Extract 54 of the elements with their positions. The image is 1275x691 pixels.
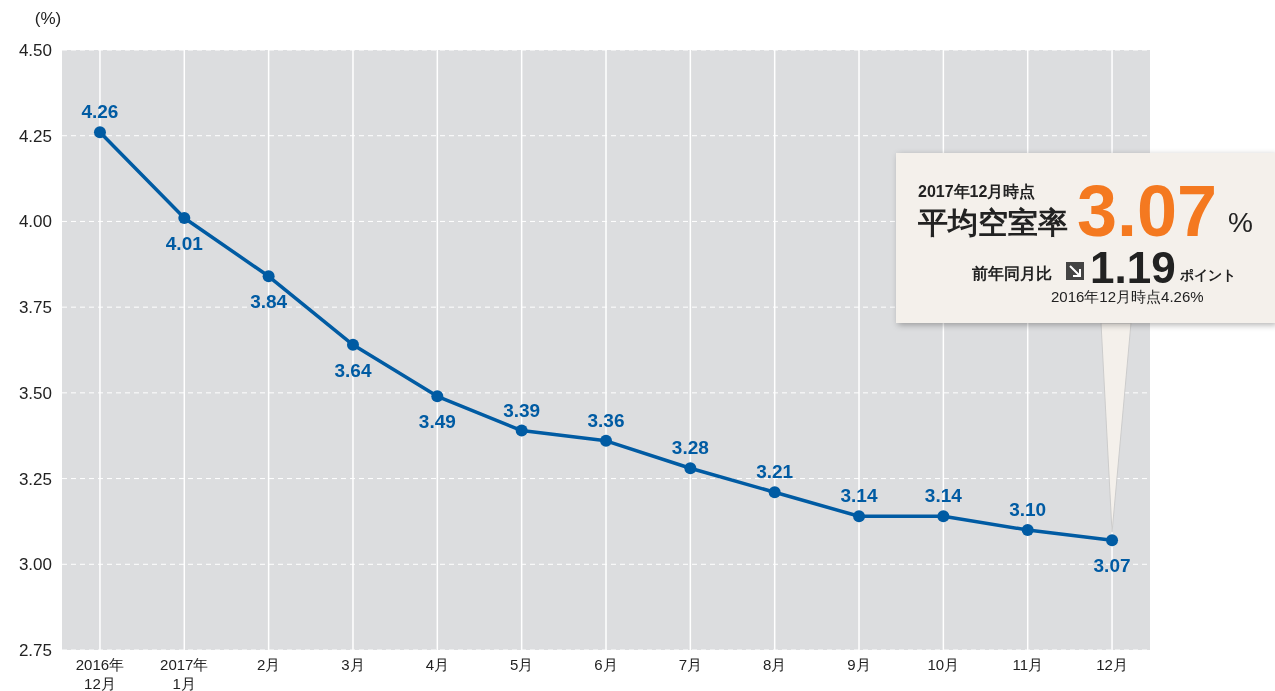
point — [1106, 534, 1119, 547]
point — [768, 486, 781, 499]
text: 3.14 — [840, 485, 878, 507]
x-tick-label: 11月 — [1012, 656, 1043, 673]
x-tick-label: 2月 — [256, 656, 281, 673]
point — [262, 270, 275, 283]
x-tick-label: 9月 — [847, 656, 871, 673]
text: 3.49 — [418, 411, 456, 433]
x-tick-label: 7月 — [678, 656, 703, 673]
y-tick-label: 3.25 — [18, 469, 52, 489]
text: 4.26 — [81, 101, 119, 123]
y-tick-label: 2.75 — [18, 640, 52, 660]
point — [178, 212, 191, 224]
point — [515, 424, 528, 437]
y-axis-title: (%) — [34, 9, 62, 28]
text: 4.01 — [165, 233, 203, 254]
annotation: 平均空室率 — [917, 206, 1068, 239]
x-tick-label: 2017年 1月 — [160, 656, 209, 691]
point — [937, 510, 950, 523]
x-tick-label: 5月 — [509, 656, 534, 673]
point — [93, 126, 106, 139]
text: 3.07 — [1077, 171, 1218, 251]
annotation: 3.07 — [1093, 555, 1131, 577]
text: 3.28 — [671, 437, 709, 459]
x-tick-label: 8月 — [763, 656, 787, 673]
y-tick-label: 3.50 — [18, 383, 52, 403]
text: % — [1228, 207, 1253, 238]
y-tick-label: 3.00 — [18, 555, 52, 575]
x-tick-label: 4月 — [425, 656, 449, 673]
text: 3.10 — [1009, 499, 1047, 520]
text: 3.14 — [924, 485, 962, 507]
x-tick-label: 2016年 12月 — [75, 656, 125, 691]
point — [853, 510, 866, 523]
text: 3.36 — [587, 409, 625, 431]
x-tick-label: 12月 — [1096, 656, 1128, 673]
point — [346, 338, 359, 351]
point — [1021, 524, 1034, 536]
text: 3.21 — [756, 461, 794, 483]
x-tick-label: 3月 — [341, 656, 365, 673]
annotation: 前年同月比 — [971, 265, 1052, 282]
point — [684, 462, 697, 475]
y-tick-label: 4.25 — [18, 126, 52, 146]
y-tick-label: 3.75 — [18, 298, 52, 318]
y-tick-label: 4.00 — [18, 212, 52, 232]
x-tick-label: 10月 — [927, 656, 960, 673]
text: 3.84 — [250, 291, 288, 313]
text: ポイント — [1179, 267, 1236, 283]
x-tick-label: 6月 — [594, 656, 618, 673]
annotation: 2017年12月時点 — [918, 183, 1036, 201]
point — [600, 434, 612, 447]
y-tick-label: 4.50 — [18, 40, 52, 60]
text: 3.39 — [503, 399, 541, 421]
point — [431, 390, 444, 403]
text: 3.64 — [334, 359, 372, 381]
